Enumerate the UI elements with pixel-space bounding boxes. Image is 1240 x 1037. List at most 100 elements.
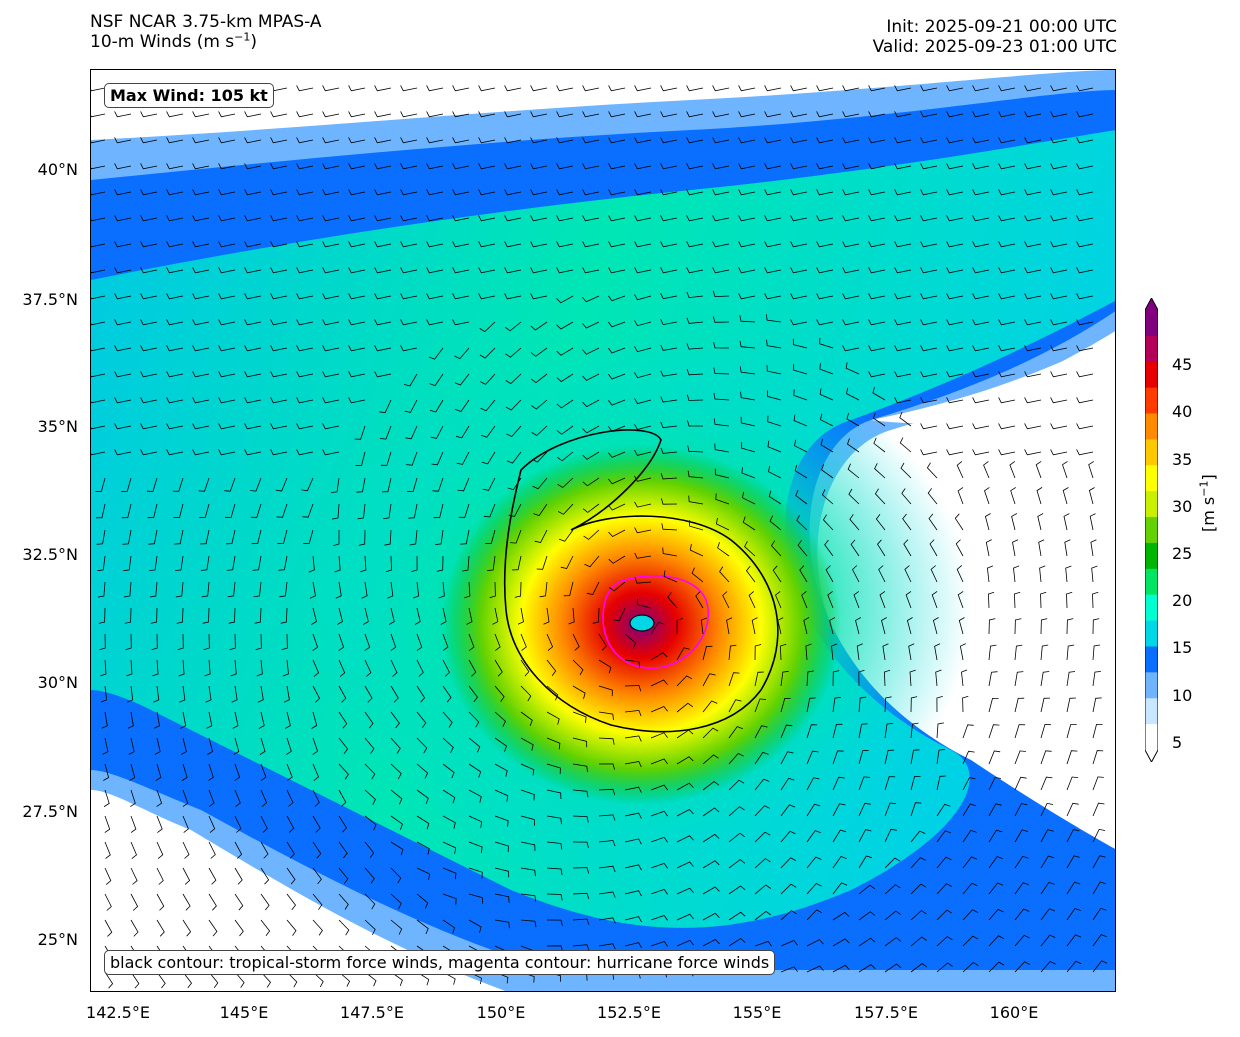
wind-barb bbox=[140, 371, 158, 378]
wind-barb bbox=[244, 163, 262, 170]
wind-barb bbox=[572, 815, 589, 823]
wind-barb bbox=[764, 267, 782, 274]
wind-barb bbox=[296, 449, 314, 456]
colorbar-segment bbox=[1145, 387, 1158, 415]
wind-barb bbox=[479, 347, 496, 359]
wind-barb bbox=[452, 85, 470, 92]
wind-barb bbox=[539, 581, 548, 598]
wind-barb bbox=[489, 581, 496, 599]
wind-barb bbox=[532, 477, 548, 490]
wind-barb bbox=[192, 111, 210, 118]
wind-barb bbox=[234, 789, 241, 807]
wind-barb bbox=[140, 137, 158, 144]
wind-barb bbox=[1088, 487, 1095, 505]
wind-barb bbox=[218, 241, 236, 248]
wind-barb bbox=[166, 215, 184, 222]
wind-barb bbox=[868, 137, 886, 144]
wind-barb bbox=[533, 503, 548, 517]
wind-barb bbox=[660, 344, 678, 351]
wind-barb bbox=[608, 373, 626, 380]
wind-barb bbox=[442, 659, 450, 677]
wind-barb bbox=[1066, 724, 1077, 739]
wind-barb bbox=[301, 477, 314, 492]
wind-barb bbox=[650, 784, 668, 791]
wind-barb bbox=[390, 633, 397, 651]
wind-barb bbox=[608, 347, 626, 354]
wind-barb bbox=[1014, 908, 1030, 921]
wind-barb bbox=[702, 912, 720, 921]
wind-barb bbox=[849, 514, 860, 531]
wind-barb bbox=[822, 514, 834, 531]
wind-barb bbox=[348, 111, 366, 118]
wind-barb bbox=[97, 555, 106, 572]
wind-barb bbox=[208, 763, 214, 781]
wind-barb bbox=[1076, 423, 1094, 430]
wind-barb bbox=[842, 267, 860, 274]
wind-barb bbox=[228, 607, 236, 624]
wind-barb bbox=[530, 267, 548, 274]
wind-barb bbox=[780, 804, 796, 817]
wind-barb bbox=[114, 293, 132, 300]
wind-barb bbox=[101, 711, 108, 729]
wind-barb bbox=[227, 581, 236, 598]
wind-barb bbox=[780, 777, 795, 791]
wind-barb bbox=[876, 539, 886, 557]
wind-barb bbox=[182, 893, 191, 911]
wind-barb bbox=[546, 867, 563, 875]
wind-barb bbox=[322, 215, 340, 222]
wind-barb bbox=[478, 111, 496, 118]
wind-barb bbox=[572, 789, 589, 798]
wind-barb bbox=[777, 617, 784, 635]
wind-barb bbox=[984, 487, 990, 505]
wind-barb bbox=[899, 437, 912, 453]
wind-barb bbox=[962, 695, 969, 713]
wind-barb bbox=[338, 789, 347, 807]
wind-barb bbox=[728, 911, 746, 921]
wind-barb bbox=[608, 267, 626, 274]
wind-barb bbox=[972, 345, 990, 352]
wind-barb bbox=[660, 422, 678, 429]
wind-barb bbox=[713, 418, 730, 427]
wind-barb bbox=[754, 884, 771, 895]
wind-barb bbox=[920, 397, 938, 404]
wind-barb bbox=[156, 867, 164, 885]
wind-barb bbox=[608, 215, 626, 222]
wind-barb bbox=[98, 607, 106, 624]
wind-barb bbox=[667, 592, 678, 609]
wind-barb bbox=[452, 267, 470, 274]
wind-barb bbox=[686, 368, 704, 376]
wind-barb bbox=[531, 451, 548, 463]
wind-barb bbox=[858, 829, 872, 843]
wind-barb bbox=[660, 241, 678, 248]
wind-barb bbox=[972, 319, 990, 326]
wind-barb bbox=[520, 685, 532, 702]
wind-barb bbox=[858, 750, 869, 765]
wind-barb bbox=[127, 685, 134, 703]
wind-barb bbox=[739, 315, 756, 323]
wind-barb bbox=[166, 397, 184, 404]
wind-barb bbox=[956, 461, 964, 479]
wind-barb bbox=[308, 555, 315, 573]
wind-barb bbox=[374, 137, 392, 144]
wind-barb bbox=[123, 555, 132, 572]
contour-legend: black contour: tropical-storm force wind… bbox=[104, 950, 776, 975]
wind-barb bbox=[598, 865, 616, 872]
wind-barb bbox=[149, 555, 158, 571]
wind-barb bbox=[650, 915, 668, 921]
wind-barb bbox=[767, 440, 782, 453]
wind-barb bbox=[946, 371, 964, 378]
wind-barb bbox=[218, 319, 236, 326]
wind-barb bbox=[712, 215, 730, 222]
wind-barb bbox=[348, 371, 366, 378]
wind-barb bbox=[1064, 539, 1071, 557]
wind-barb bbox=[868, 267, 886, 274]
lat-tick-37-5: 37.5°N bbox=[22, 290, 78, 309]
wind-barb bbox=[884, 937, 902, 947]
wind-barb bbox=[400, 163, 418, 170]
wind-barb bbox=[126, 659, 133, 677]
wind-barb bbox=[454, 373, 470, 386]
wind-barb bbox=[390, 737, 401, 754]
wind-barb bbox=[174, 555, 184, 571]
wind-barb bbox=[905, 591, 912, 609]
wind-barb bbox=[936, 696, 943, 713]
